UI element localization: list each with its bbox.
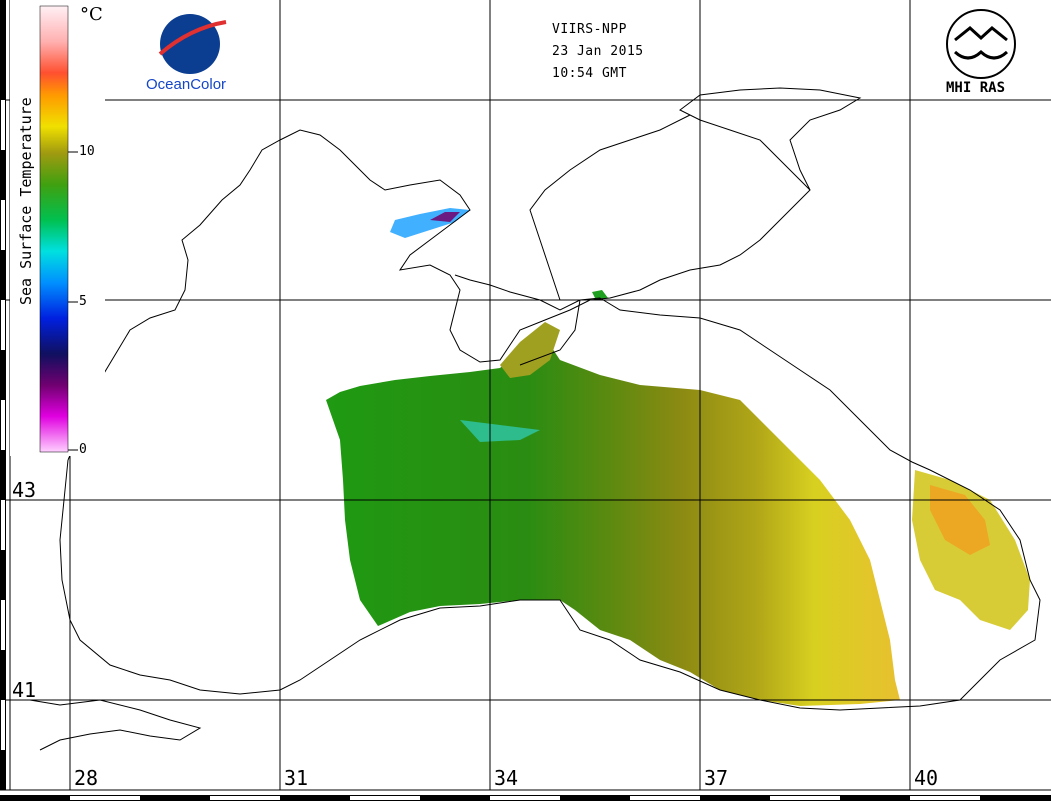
mhi-ras-label: MHI RAS <box>946 80 1006 96</box>
date-label: 23 Jan 2015 <box>552 44 644 59</box>
lon-label-37: 37 <box>704 766 729 790</box>
bosporus-coast <box>29 699 202 751</box>
crimea-coast <box>454 274 601 366</box>
lon-label-40: 40 <box>914 766 939 790</box>
lon-label-34: 34 <box>494 766 519 790</box>
oceancolor-logo-text: OceanColor <box>146 76 227 93</box>
nasa-logo-icon <box>160 14 220 74</box>
lat-label-41: 41 <box>12 678 37 702</box>
colorbar-tick-10: 10 <box>79 144 95 159</box>
left-scale-bar <box>0 0 6 790</box>
sst-shelf-violet <box>430 212 460 222</box>
colorbar-ramp <box>39 5 69 453</box>
lon-label-31: 31 <box>284 766 309 790</box>
azov-coast <box>529 114 691 301</box>
sst-cyan-streak <box>460 420 560 442</box>
colorbar-unit: °C <box>80 4 103 25</box>
colorbar-tick-5: 5 <box>79 294 87 309</box>
colorbar-tick-0: 0 <box>79 442 87 457</box>
sst-warm-patch <box>930 485 990 555</box>
left-scale-ticks <box>1 100 5 750</box>
lat-label-43: 43 <box>12 478 37 502</box>
time-label: 10:54 GMT <box>552 66 627 81</box>
sensor-label: VIIRS-NPP <box>552 22 627 37</box>
mhi-logo-icon <box>946 9 1016 79</box>
colorbar-title: Sea Surface Temperature <box>17 97 35 305</box>
bottom-scale-ticks <box>70 796 980 800</box>
sst-crimea-strip <box>500 322 560 378</box>
sst-field-main <box>326 330 900 706</box>
lon-label-28: 28 <box>74 766 99 790</box>
sst-azov-green <box>592 290 608 300</box>
